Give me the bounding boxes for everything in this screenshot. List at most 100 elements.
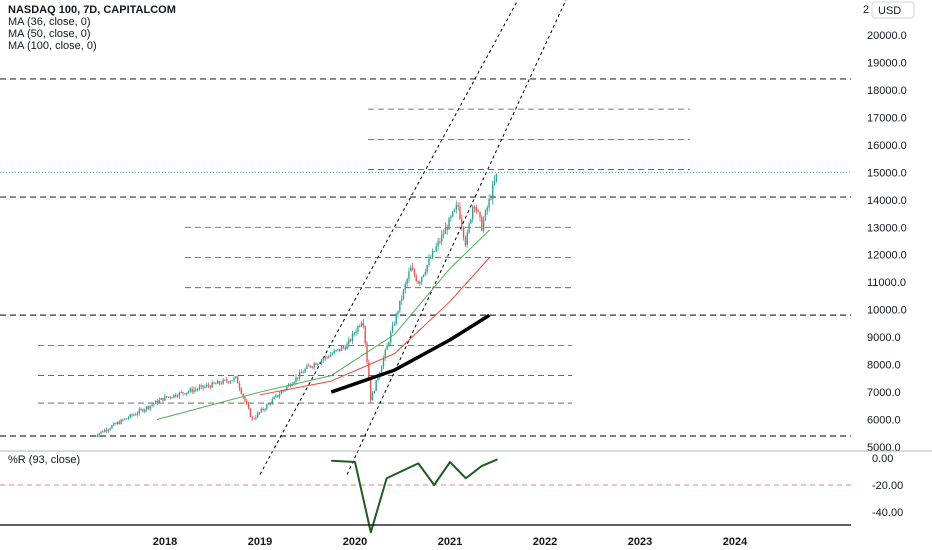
candle-body xyxy=(402,289,405,299)
currency-label[interactable]: USD xyxy=(878,5,901,17)
candle-body xyxy=(249,408,252,417)
candle-body xyxy=(222,379,224,384)
candle-body xyxy=(200,385,202,387)
candle-body xyxy=(313,363,315,368)
candle-body xyxy=(382,357,385,367)
candle-body xyxy=(410,267,412,272)
candle-body xyxy=(298,372,301,379)
candle-body xyxy=(357,325,359,332)
candle-body xyxy=(136,413,139,415)
candle-body xyxy=(198,386,201,390)
candle-body xyxy=(111,425,113,429)
currency-button[interactable] xyxy=(871,1,915,19)
candle-body xyxy=(477,210,479,212)
candle-body xyxy=(413,269,416,276)
candle-body xyxy=(484,210,487,220)
candle-body xyxy=(359,325,361,327)
candle-body xyxy=(462,227,465,238)
candle-body xyxy=(257,412,259,418)
candle-body xyxy=(145,406,148,410)
legend-title: NASDAQ 100, 7D, CAPITALCOM xyxy=(8,4,176,16)
candle-body xyxy=(195,389,197,391)
price-tick-label: 11000.0 xyxy=(867,277,906,289)
candle-body xyxy=(142,409,144,412)
ma-line-2[interactable] xyxy=(259,257,490,396)
channel-line[interactable] xyxy=(346,0,569,475)
time-tick-label: 2022 xyxy=(533,536,557,548)
candle-body xyxy=(144,409,146,412)
candle-body xyxy=(238,383,241,389)
candle-body xyxy=(215,383,217,385)
candle-body xyxy=(420,276,423,282)
candle-body xyxy=(326,356,328,358)
candle-body xyxy=(351,333,354,341)
candle-body xyxy=(482,219,485,231)
candle-body xyxy=(473,206,476,208)
candle-body xyxy=(426,264,428,272)
candle-body xyxy=(340,347,343,351)
candle-body xyxy=(442,234,445,236)
candle-body xyxy=(140,409,142,411)
candle-body xyxy=(337,348,339,351)
candle-body xyxy=(431,251,434,258)
candle-body xyxy=(309,365,312,368)
candle-body xyxy=(98,433,100,436)
price-tick-label: 17000.0 xyxy=(867,112,907,124)
legend-ma50: MA (50, close, 0) xyxy=(8,28,91,40)
candle-body xyxy=(428,258,430,265)
williams-r-line[interactable] xyxy=(331,458,498,534)
candle-body xyxy=(158,399,161,404)
currency-prefix: 2 xyxy=(863,4,869,16)
candle-body xyxy=(105,429,108,431)
candle-body xyxy=(102,431,104,433)
williams-r-pane: 0.00 -20.00 -40.00 xyxy=(0,453,903,534)
time-axis[interactable]: 2018 2019 2020 2021 2022 2023 2024 xyxy=(153,536,748,548)
candle-body xyxy=(295,377,297,383)
price-tick-label: 18000.0 xyxy=(867,85,907,97)
price-axis[interactable]: 5000.06000.07000.08000.09000.010000.0110… xyxy=(867,30,907,454)
channel-line[interactable] xyxy=(259,0,521,475)
candle-body xyxy=(236,376,239,384)
candle-body xyxy=(240,388,243,394)
candle-body xyxy=(196,389,199,391)
candle-body xyxy=(360,322,363,327)
candle-body xyxy=(408,271,410,279)
candle-body xyxy=(116,422,119,425)
candle-body xyxy=(184,393,186,395)
indicator-label: %R (93, close) xyxy=(8,454,80,466)
time-tick-label: 2024 xyxy=(723,536,748,548)
candle-body xyxy=(433,251,436,253)
candle-body xyxy=(302,372,304,374)
time-tick-label: 2018 xyxy=(153,536,177,548)
candle-body xyxy=(339,348,341,351)
price-tick-label: 13000.0 xyxy=(867,222,907,234)
candle-body xyxy=(187,391,190,393)
candle-body xyxy=(96,435,99,437)
candle-body xyxy=(134,414,137,416)
time-tick-label: 2019 xyxy=(248,536,272,548)
candle-body xyxy=(258,412,261,414)
ma-line-1[interactable] xyxy=(156,229,490,421)
candle-body xyxy=(93,436,95,438)
candle-body xyxy=(344,347,346,350)
candle-body xyxy=(448,218,450,230)
candle-body xyxy=(417,281,419,284)
price-tick-label: 6000.0 xyxy=(867,415,901,427)
candle-body xyxy=(459,206,461,219)
ma-line-3[interactable] xyxy=(330,313,491,394)
candle-body xyxy=(94,435,97,437)
moving-averages xyxy=(156,229,491,421)
candle-body xyxy=(176,396,179,398)
candle-body xyxy=(495,173,498,181)
candle-body xyxy=(175,394,177,397)
indicator-tick-label: 0.00 xyxy=(872,453,893,465)
candle-body xyxy=(481,217,483,231)
candle-body xyxy=(308,365,310,367)
indicator-tick-label: -20.00 xyxy=(872,480,903,492)
legend-ma100: MA (100, close, 0) xyxy=(8,40,97,52)
candle-body xyxy=(173,394,175,398)
candle-body xyxy=(262,408,264,410)
price-tick-label: 12000.0 xyxy=(867,250,907,262)
candle-body xyxy=(235,376,237,378)
